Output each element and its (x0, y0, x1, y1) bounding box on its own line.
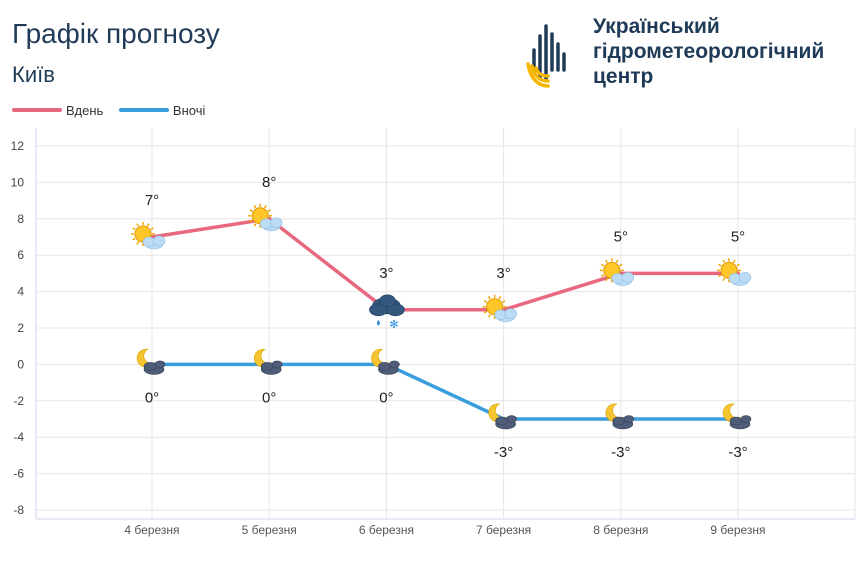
moon-cloud-icon (254, 348, 283, 375)
legend-night-swatch (118, 108, 169, 112)
day-temp-label: 7° (145, 192, 159, 209)
city-name: Київ (12, 62, 55, 87)
sun-cloud-icon (248, 203, 283, 232)
x-tick-label: 8 березня (593, 523, 648, 537)
day-temp-label: 8° (262, 174, 276, 191)
day-temp-label: 3° (379, 265, 393, 282)
organization-name: Український гідрометеорологічний центр (593, 14, 824, 89)
legend-item-day[interactable]: Вдень (12, 103, 103, 118)
chart-title: Графік прогнозу (12, 18, 220, 49)
moon-cloud-icon (136, 348, 166, 375)
legend: Вдень Вночі (12, 100, 217, 120)
moon-cloud-icon (371, 348, 400, 375)
cloud-rain-snow-icon: ✻ (369, 294, 405, 331)
sun-cloud-icon (599, 258, 635, 286)
y-tick-label: 2 (17, 321, 24, 335)
night-temp-label: -3° (728, 444, 747, 461)
day-series-line (151, 217, 738, 312)
y-tick-label: 0 (17, 357, 24, 371)
x-tick-label: 9 березня (710, 523, 765, 537)
ukrhydromet-logo-icon (526, 24, 566, 88)
x-tick-label: 7 березня (476, 523, 531, 537)
night-temp-label: -3° (494, 444, 513, 461)
y-tick-label: -8 (13, 503, 24, 517)
y-tick-label: 12 (11, 139, 25, 153)
y-tick-label: -2 (13, 394, 24, 408)
day-temp-label: 3° (496, 265, 510, 282)
day-temp-label: 5° (614, 228, 628, 245)
night-series-line (152, 362, 738, 421)
org-line-2: гідрометеорологічний (593, 40, 825, 63)
y-tick-label: 10 (11, 175, 25, 189)
night-temp-label: -3° (611, 444, 630, 461)
sun-cloud-icon (717, 258, 752, 286)
moon-cloud-icon (605, 403, 635, 430)
svg-text:✻: ✻ (389, 318, 398, 331)
moon-cloud-icon (488, 403, 517, 430)
moon-cloud-icon (722, 403, 752, 430)
sun-cloud-icon (482, 294, 517, 323)
org-line-3: центр (593, 65, 654, 88)
sun-cloud-icon (131, 222, 166, 250)
night-temp-label: 0° (145, 389, 159, 406)
x-tick-label: 4 березня (124, 523, 179, 537)
y-tick-label: -4 (13, 430, 24, 444)
legend-night-label: Вночі (172, 102, 206, 118)
y-tick-label: -6 (13, 467, 24, 481)
day-temp-label: 5° (731, 228, 745, 245)
legend-item-night[interactable]: Вночі (118, 102, 206, 118)
legend-day-swatch (12, 108, 62, 112)
x-tick-label: 5 березня (242, 523, 297, 537)
org-line-1: Український (593, 15, 720, 38)
y-tick-label: 4 (17, 285, 24, 299)
legend-day-label: Вдень (66, 102, 104, 118)
night-temp-label: 0° (379, 389, 393, 406)
y-tick-label: 8 (17, 212, 24, 226)
x-tick-label: 6 березня (359, 523, 414, 537)
night-temp-label: 0° (262, 389, 276, 406)
y-tick-label: 6 (17, 248, 24, 262)
